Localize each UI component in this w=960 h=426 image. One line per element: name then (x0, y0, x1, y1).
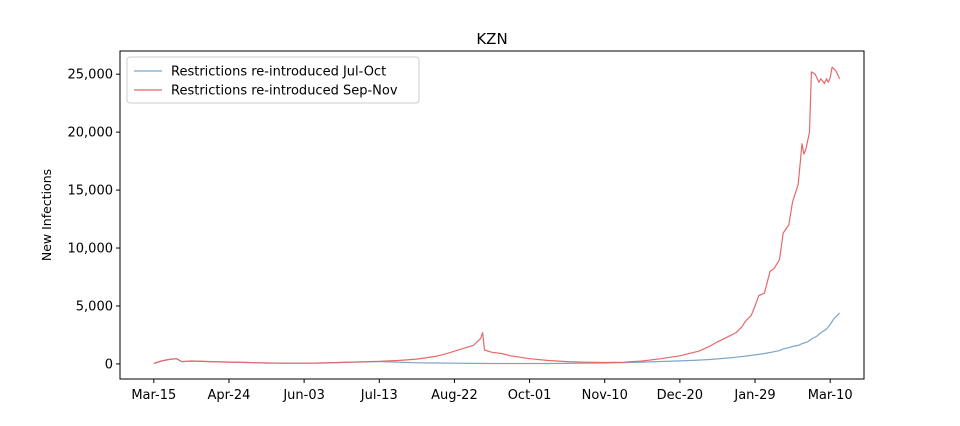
x-tick-label: Nov-10 (582, 388, 628, 403)
y-axis: 0 5,000 10,000 15,000 20,000 25,000 (68, 68, 120, 372)
plot-area (119, 50, 865, 380)
x-axis: Mar-15 Apr-24 Jun-03 Jul-13 Aug-22 Oct-01 Nov-… (131, 379, 853, 403)
y-tick-label: 15,000 (68, 184, 114, 199)
x-tick-label: Dec-20 (657, 388, 703, 403)
legend-label: Restrictions re-introduced Sep-Nov (171, 84, 398, 99)
x-tick-label: Apr-24 (208, 388, 251, 403)
y-tick-label: 0 (105, 357, 113, 372)
x-tick-label: Mar-10 (808, 388, 853, 403)
x-tick-label: Aug-22 (431, 388, 478, 403)
series-line-2 (153, 66, 841, 364)
y-tick-label: 5,000 (76, 299, 113, 314)
chart-title: KZN (476, 30, 507, 48)
x-tick-label: Jun-03 (282, 388, 325, 403)
legend: Restrictions re-introduced Jul-Oct Restri… (126, 56, 420, 104)
legend-box (126, 56, 420, 104)
x-tick-label: Mar-15 (131, 388, 176, 403)
y-tick-label: 10,000 (68, 242, 114, 257)
y-tick-label: 25,000 (68, 68, 114, 83)
x-tick-label: Jul-13 (360, 388, 398, 403)
x-tick-label: Oct-01 (508, 388, 552, 403)
x-tick-label: Jan-29 (733, 388, 775, 403)
legend-label: Restrictions re-introduced Jul-Oct (171, 65, 386, 80)
y-axis-label: New Infections (39, 169, 54, 261)
series-lines (153, 66, 841, 365)
y-tick-label: 20,000 (68, 126, 114, 141)
